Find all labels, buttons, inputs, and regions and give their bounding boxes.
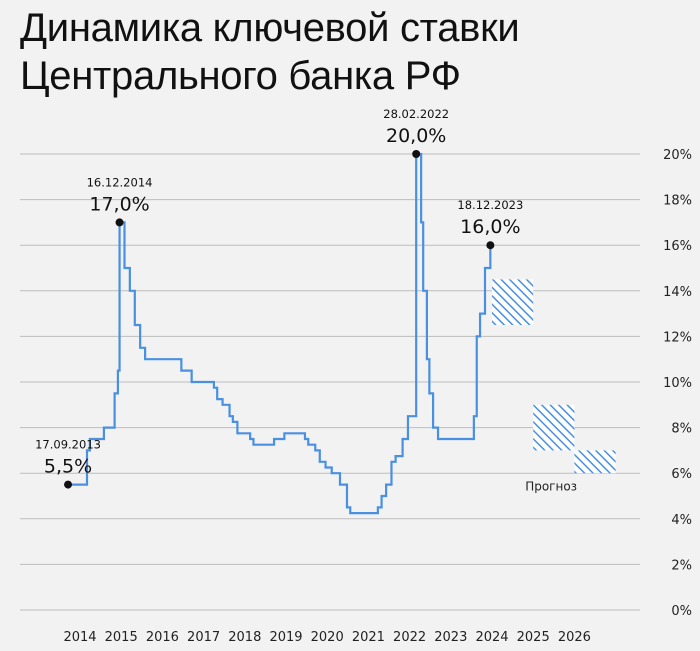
- annotation-value: 16,0%: [460, 216, 520, 238]
- y-tick-label: 14%: [663, 285, 692, 300]
- x-tick-label: 2023: [434, 630, 467, 645]
- annotation-date: 17.09.2013: [35, 438, 101, 452]
- x-tick-label: 2019: [269, 630, 302, 645]
- gridlines: [20, 153, 640, 611]
- series-area: [68, 152, 492, 515]
- x-tick-label: 2018: [228, 630, 261, 645]
- y-tick-label: 8%: [671, 422, 692, 437]
- y-tick-label: 18%: [663, 194, 692, 209]
- x-tick-label: 2016: [146, 630, 179, 645]
- x-tick-label: 2026: [558, 630, 591, 645]
- y-axis-ticks: 0% 2% 4% 6% 8% 10% 12% 14% 16% 18% 20%: [663, 148, 692, 619]
- data-point-marker: [115, 218, 124, 227]
- x-tick-label: 2020: [311, 630, 344, 645]
- y-tick-label: 10%: [663, 376, 692, 391]
- y-tick-label: 4%: [671, 513, 692, 528]
- y-tick-label: 12%: [663, 330, 692, 345]
- x-axis-ticks: 2014 2015 2016 2017 2018 2019 2020 2021 2022 2023…: [63, 630, 590, 645]
- data-point-marker: [412, 150, 421, 158]
- forecast-range: [492, 279, 534, 325]
- chart-title: Динамика ключевой ставки Центрального ба…: [20, 4, 520, 100]
- annotation-value: 20,0%: [386, 125, 446, 147]
- annotation-date: 18.12.2023: [457, 198, 523, 212]
- forecast-label: Прогноз: [525, 479, 577, 493]
- annotation-value: 17,0%: [89, 193, 149, 215]
- forecast-range: [574, 450, 616, 474]
- annotations: 17.09.2013 5,5% 16.12.2014 17,0% 28.02.2022 2…: [35, 107, 523, 489]
- y-tick-label: 2%: [671, 558, 692, 573]
- annotation-date: 28.02.2022: [383, 107, 449, 121]
- x-tick-label: 2014: [63, 630, 96, 645]
- chart-title-line-2: Центрального банка РФ: [20, 54, 461, 98]
- chart-title-line-1: Динамика ключевой ставки: [20, 6, 520, 50]
- x-tick-label: 2024: [475, 630, 508, 645]
- y-tick-label: 16%: [663, 239, 692, 254]
- y-tick-label: 0%: [671, 604, 692, 619]
- y-tick-label: 20%: [663, 148, 692, 163]
- forecast-range: [533, 404, 575, 451]
- annotation-date: 16.12.2014: [87, 175, 153, 189]
- x-tick-label: 2015: [105, 630, 138, 645]
- x-tick-label: 2021: [352, 630, 385, 645]
- data-point-marker: [486, 241, 495, 250]
- x-tick-label: 2022: [393, 630, 426, 645]
- series-line: [68, 152, 492, 515]
- x-tick-label: 2025: [517, 630, 550, 645]
- annotation-value: 5,5%: [44, 456, 92, 478]
- data-point-marker: [64, 480, 73, 489]
- x-tick-label: 2017: [187, 630, 220, 645]
- y-tick-label: 6%: [671, 467, 692, 482]
- forecast-ranges: Прогноз: [492, 279, 616, 493]
